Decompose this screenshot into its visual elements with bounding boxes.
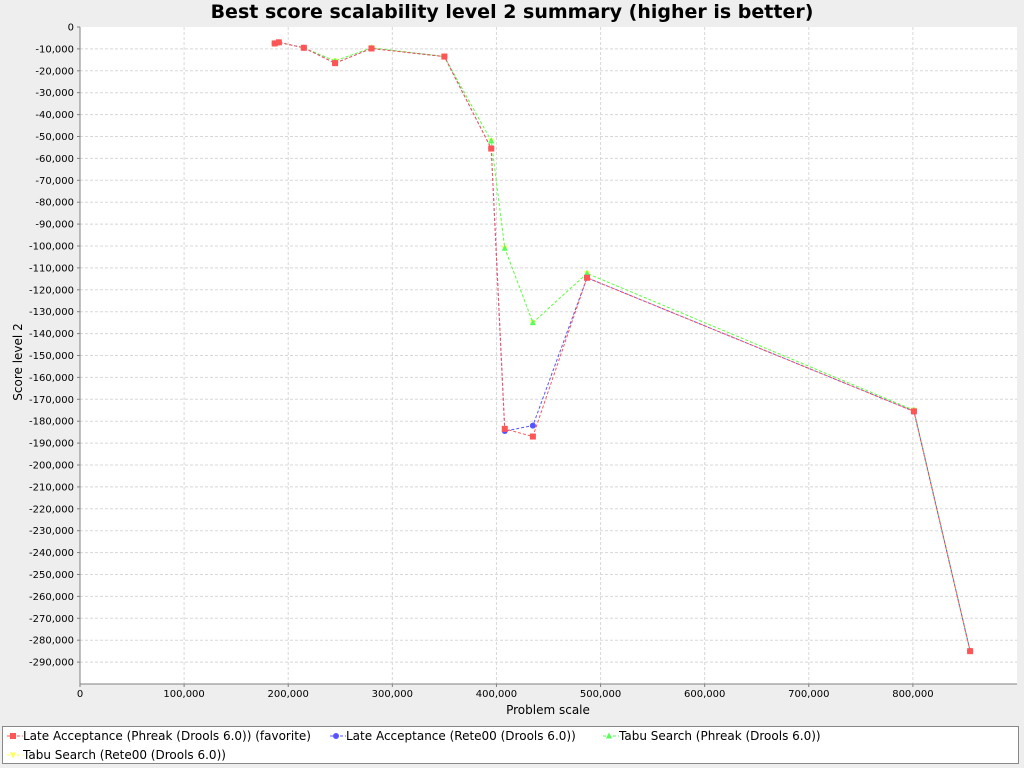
y-tick-label: -120,000 — [29, 285, 74, 296]
y-tick-label: -50,000 — [35, 132, 74, 143]
x-tick-label: 0 — [77, 689, 83, 700]
y-tick-label: -70,000 — [35, 176, 74, 187]
data-point — [271, 40, 278, 47]
chart-title: Best score scalability level 2 summary (… — [210, 1, 814, 23]
y-tick-label: 0 — [68, 23, 74, 34]
y-tick-label: -290,000 — [29, 658, 74, 669]
data-point — [441, 53, 448, 60]
legend-item: Tabu Search (Phreak (Drools 6.0)) — [603, 727, 821, 745]
data-point — [529, 319, 536, 326]
legend-item: Late Acceptance (Phreak (Drools 6.0)) (f… — [7, 727, 311, 745]
series-0 — [271, 39, 974, 655]
legend: Late Acceptance (Phreak (Drools 6.0)) (f… — [2, 726, 1019, 764]
x-tick-label: 400,000 — [476, 689, 517, 700]
legend-item: Late Acceptance (Rete00 (Drools 6.0)) — [330, 727, 576, 745]
data-point — [488, 145, 495, 152]
data-point — [501, 425, 508, 432]
x-tick-label: 100,000 — [163, 689, 204, 700]
y-tick-label: -220,000 — [29, 504, 74, 515]
x-tick-label: 600,000 — [684, 689, 725, 700]
y-tick-label: -260,000 — [29, 592, 74, 603]
y-tick-label: -140,000 — [29, 329, 74, 340]
y-tick-label: -240,000 — [29, 548, 74, 559]
y-axis-ticks: 0 -10,000 -20,000 -30,000 -40,000 -50,000 -60,… — [29, 23, 80, 669]
y-tick-label: -180,000 — [29, 417, 74, 428]
y-tick-label: -110,000 — [29, 263, 74, 274]
y-tick-label: -170,000 — [29, 395, 74, 406]
series-layer — [271, 38, 974, 655]
y-tick-label: -10,000 — [35, 44, 74, 55]
legend-item: Tabu Search (Rete00 (Drools 6.0)) — [7, 746, 226, 764]
legend-swatch — [603, 727, 619, 745]
data-point — [967, 648, 974, 655]
x-tick-label: 800,000 — [892, 689, 933, 700]
data-point — [332, 60, 339, 67]
data-point — [300, 44, 307, 51]
x-tick-label: 200,000 — [268, 689, 309, 700]
data-point — [501, 244, 508, 251]
legend-label: Tabu Search (Rete00 (Drools 6.0)) — [23, 748, 226, 762]
y-tick-label: -250,000 — [29, 570, 74, 581]
x-tick-label: 700,000 — [788, 689, 829, 700]
data-point — [910, 408, 917, 415]
legend-swatch — [7, 746, 23, 764]
legend-swatch — [330, 727, 346, 745]
data-point — [584, 274, 591, 281]
y-tick-label: -190,000 — [29, 439, 74, 450]
series-line — [274, 41, 971, 652]
data-point — [368, 45, 375, 52]
grid-layer — [80, 27, 1017, 684]
x-axis-ticks: 0 100,000 200,000 300,000 400,000 500,000 600,… — [77, 684, 934, 700]
y-tick-label: -130,000 — [29, 307, 74, 318]
legend-label: Late Acceptance (Rete00 (Drools 6.0)) — [346, 729, 576, 743]
y-tick-label: -200,000 — [29, 461, 74, 472]
y-tick-label: -280,000 — [29, 636, 74, 647]
data-point — [584, 269, 591, 276]
y-tick-label: -160,000 — [29, 373, 74, 384]
y-tick-label: -210,000 — [29, 482, 74, 493]
y-tick-label: -40,000 — [35, 110, 74, 121]
y-tick-label: -60,000 — [35, 154, 74, 165]
y-tick-label: -150,000 — [29, 351, 74, 362]
y-tick-label: -100,000 — [29, 242, 74, 253]
x-tick-label: 300,000 — [372, 689, 413, 700]
data-point — [529, 422, 536, 429]
y-axis-title: Score level 2 — [11, 323, 25, 400]
y-tick-label: -90,000 — [35, 220, 74, 231]
legend-label: Late Acceptance (Phreak (Drools 6.0)) (f… — [23, 729, 311, 743]
x-tick-label: 500,000 — [580, 689, 621, 700]
y-tick-label: -80,000 — [35, 198, 74, 209]
data-point — [529, 433, 536, 440]
x-axis-title: Problem scale — [506, 703, 590, 717]
y-tick-label: -20,000 — [35, 66, 74, 77]
data-point — [488, 137, 495, 144]
legend-swatch — [7, 727, 23, 745]
data-point — [275, 39, 282, 46]
y-tick-label: -270,000 — [29, 614, 74, 625]
y-tick-label: -230,000 — [29, 526, 74, 537]
legend-label: Tabu Search (Phreak (Drools 6.0)) — [619, 729, 821, 743]
y-tick-label: -30,000 — [35, 88, 74, 99]
